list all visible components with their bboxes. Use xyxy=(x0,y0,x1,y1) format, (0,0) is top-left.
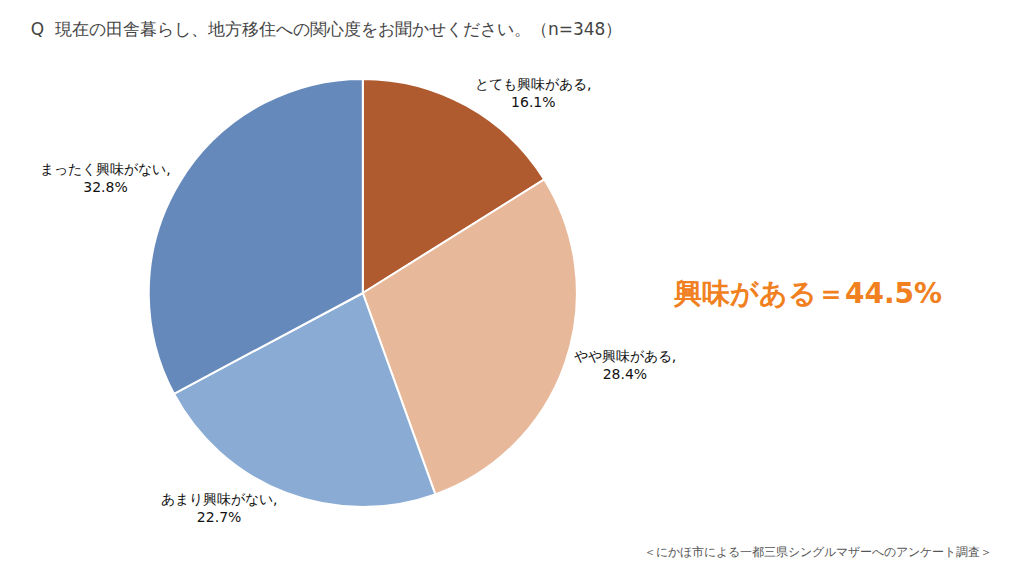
svg-text:まったく興味がない,32.8%: まったく興味がない,32.8% xyxy=(40,161,170,195)
svg-text:あまり興味がない,22.7%: あまり興味がない,22.7% xyxy=(161,491,277,525)
svg-text:とても興味がある,16.1%: とても興味がある,16.1% xyxy=(475,76,591,110)
svg-text:やや興味がある,28.4%: やや興味がある,28.4% xyxy=(574,348,676,382)
svg-text:興味がある＝44.5%: 興味がある＝44.5% xyxy=(673,277,942,310)
svg-text:＜にかほ市による一都三県シングルマザーへのアンケート調査＞: ＜にかほ市による一都三県シングルマザーへのアンケート調査＞ xyxy=(644,545,992,559)
svg-text:Q 現在の田舎暮らし、地方移住への関心度をお聞かせください: Q 現在の田舎暮らし、地方移住への関心度をお聞かせください。（n=348） xyxy=(31,19,623,39)
